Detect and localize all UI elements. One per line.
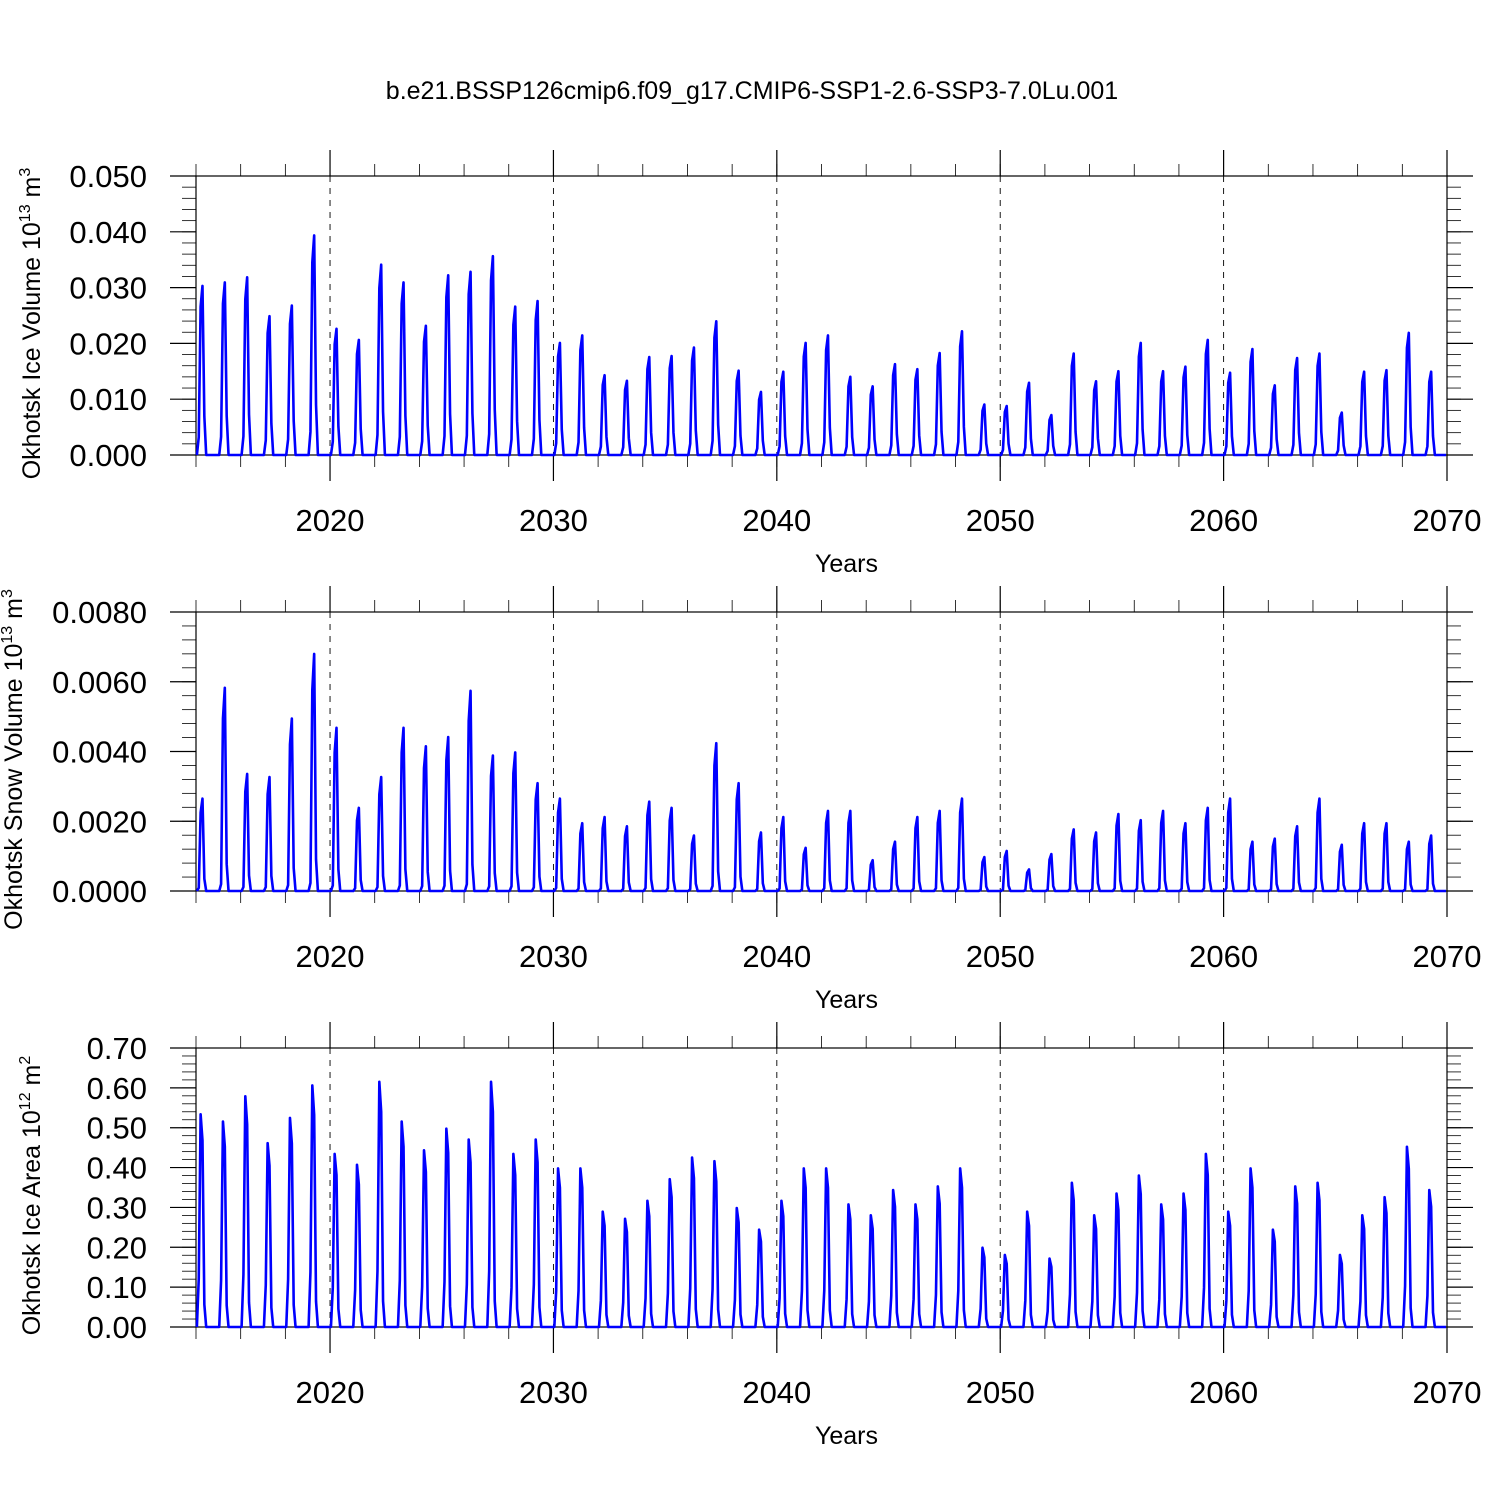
y-tick-label: 0.30 — [87, 1190, 147, 1225]
x-tick-label: 2040 — [742, 939, 811, 974]
x-tick-label: 2030 — [519, 1375, 588, 1410]
series-line — [195, 234, 1447, 457]
y-tick-label: 0.40 — [87, 1151, 147, 1186]
x-tick-label: 2030 — [519, 939, 588, 974]
y-tick-label: 0.030 — [69, 271, 147, 306]
y-axis-label: Okhotsk Snow Volume 1013 m3 — [0, 589, 28, 930]
y-tick-label: 0.10 — [87, 1270, 147, 1305]
x-axis-label: Years — [815, 550, 878, 578]
ice-area-panel: 0.00 0.10 0.20 0.30 0.40 0.50 0.60 0.70 2020 2030… — [17, 1022, 1481, 1450]
y-tick-label: 0.000 — [69, 438, 147, 473]
x-axis-label: Years — [815, 986, 878, 1014]
y-tick-label: 0.010 — [69, 382, 147, 417]
y-tick-label: 0.50 — [87, 1111, 147, 1146]
y-tick-label: 0.0080 — [52, 595, 147, 630]
x-tick-label: 2060 — [1189, 1375, 1258, 1410]
y-tick-label: 0.70 — [87, 1031, 147, 1066]
ice-volume-panel: 0.000 0.010 0.020 0.030 0.040 0.050 2020 2030 20… — [17, 150, 1481, 578]
x-tick-label: 2070 — [1413, 939, 1482, 974]
y-tick-label: 0.60 — [87, 1071, 147, 1106]
series-line — [195, 652, 1447, 893]
snow-volume-panel: 0.0000 0.0020 0.0040 0.0060 0.0080 2020 2030 20… — [0, 586, 1481, 1014]
x-tick-label: 2040 — [742, 503, 811, 538]
x-tick-label: 2070 — [1413, 503, 1482, 538]
x-tick-label: 2050 — [966, 939, 1035, 974]
x-tick-label: 2020 — [296, 503, 365, 538]
y-tick-label: 0.00 — [87, 1310, 147, 1345]
x-tick-label: 2030 — [519, 503, 588, 538]
x-tick-label: 2060 — [1189, 503, 1258, 538]
x-tick-label: 2020 — [296, 1375, 365, 1410]
series-line — [195, 1080, 1447, 1329]
x-axis-label: Years — [815, 1422, 878, 1450]
y-tick-label: 0.020 — [69, 326, 147, 361]
y-tick-label: 0.0000 — [52, 874, 147, 909]
x-tick-label: 2070 — [1413, 1375, 1482, 1410]
y-tick-label: 0.040 — [69, 215, 147, 250]
figure-title: b.e21.BSSP126cmip6.f09_g17.CMIP6-SSP1-2.… — [386, 77, 1118, 105]
x-tick-label: 2050 — [966, 503, 1035, 538]
y-axis-label: Okhotsk Ice Volume 1013 m3 — [17, 168, 46, 480]
x-tick-label: 2050 — [966, 1375, 1035, 1410]
y-axis-label: Okhotsk Ice Area 1012 m2 — [17, 1056, 46, 1336]
x-tick-label: 2040 — [742, 1375, 811, 1410]
y-tick-label: 0.20 — [87, 1230, 147, 1265]
y-tick-label: 0.0020 — [52, 804, 147, 839]
x-tick-label: 2060 — [1189, 939, 1258, 974]
y-tick-label: 0.0060 — [52, 665, 147, 700]
y-tick-label: 0.050 — [69, 159, 147, 194]
x-tick-label: 2020 — [296, 939, 365, 974]
y-tick-label: 0.0040 — [52, 735, 147, 770]
